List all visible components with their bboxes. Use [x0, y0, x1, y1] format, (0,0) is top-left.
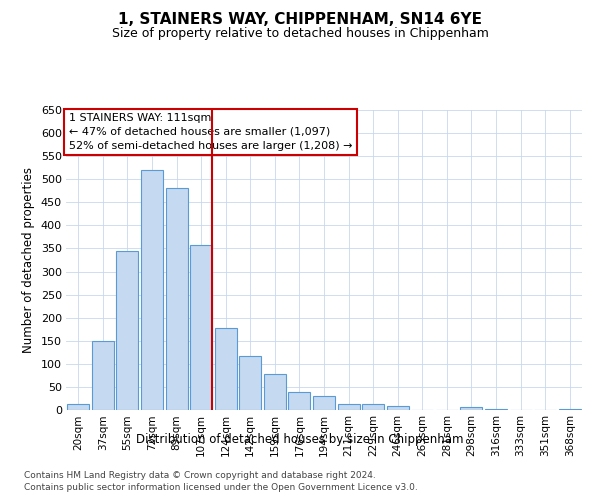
Bar — [141, 170, 163, 410]
Bar — [460, 407, 482, 410]
Bar — [92, 341, 114, 410]
Bar — [338, 404, 359, 410]
Text: Distribution of detached houses by size in Chippenham: Distribution of detached houses by size … — [136, 432, 464, 446]
Bar — [362, 404, 384, 410]
Bar — [559, 408, 581, 410]
Bar — [289, 392, 310, 410]
Bar — [239, 356, 262, 410]
Y-axis label: Number of detached properties: Number of detached properties — [22, 167, 35, 353]
Text: 1 STAINERS WAY: 111sqm
← 47% of detached houses are smaller (1,097)
52% of semi-: 1 STAINERS WAY: 111sqm ← 47% of detached… — [68, 113, 352, 151]
Bar — [264, 374, 286, 410]
Bar — [386, 406, 409, 410]
Text: Contains public sector information licensed under the Open Government Licence v3: Contains public sector information licen… — [24, 484, 418, 492]
Text: 1, STAINERS WAY, CHIPPENHAM, SN14 6YE: 1, STAINERS WAY, CHIPPENHAM, SN14 6YE — [118, 12, 482, 28]
Bar — [485, 409, 507, 410]
Text: Size of property relative to detached houses in Chippenham: Size of property relative to detached ho… — [112, 28, 488, 40]
Bar — [67, 404, 89, 410]
Bar — [215, 328, 237, 410]
Bar — [116, 251, 139, 410]
Bar — [166, 188, 188, 410]
Text: Contains HM Land Registry data © Crown copyright and database right 2024.: Contains HM Land Registry data © Crown c… — [24, 471, 376, 480]
Bar — [190, 245, 212, 410]
Bar — [313, 396, 335, 410]
